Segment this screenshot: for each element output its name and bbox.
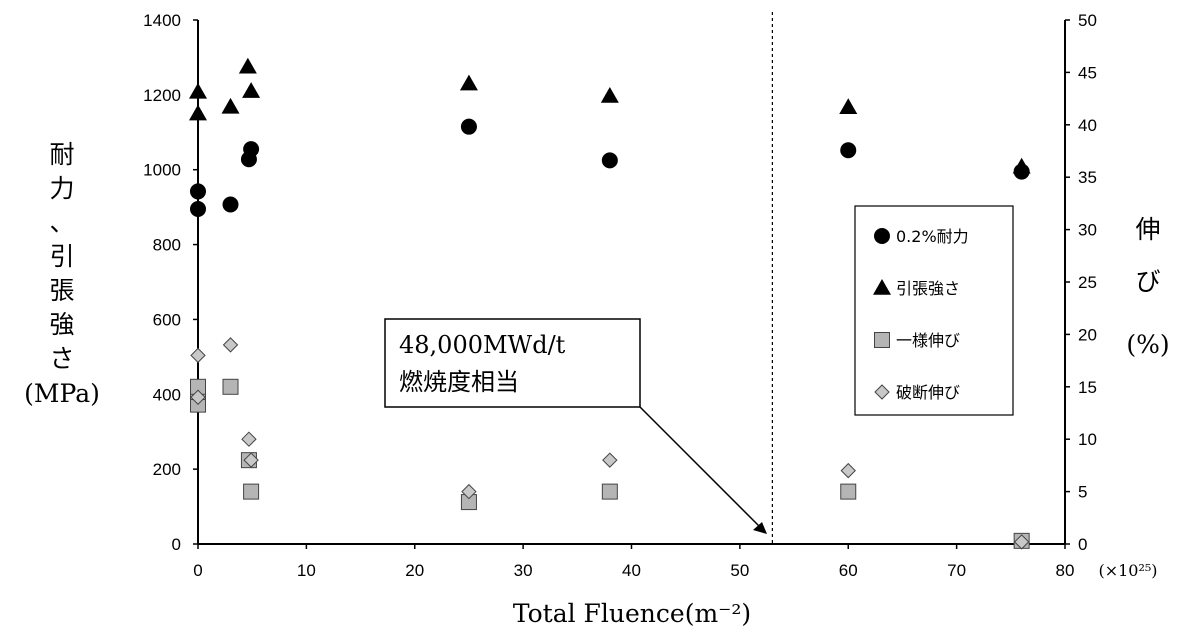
diamond-point — [602, 452, 618, 468]
diamond-point — [461, 483, 477, 500]
diamond-point — [1013, 534, 1030, 550]
right-y-axis-unit: (%) — [1126, 330, 1169, 359]
diamond-point — [222, 337, 239, 353]
square-point — [840, 483, 857, 500]
legend-label: 一様伸び — [896, 331, 960, 350]
triangle-point — [221, 97, 240, 114]
circle-point — [601, 152, 618, 169]
right-y-tick-label: 40 — [1078, 116, 1097, 135]
diamond-point — [190, 347, 206, 364]
left-y-tick-label: 800 — [153, 236, 181, 255]
right-y-title-char: び — [1135, 267, 1160, 296]
right-y-tick-label: 5 — [1078, 483, 1087, 502]
circle-point — [190, 183, 206, 200]
annotation: 48,000MWd/t 燃焼度相当 — [384, 318, 767, 534]
left-y-tick-label: 1400 — [143, 11, 181, 30]
x-tick-label: 60 — [839, 561, 858, 580]
right-y-axis-title: 伸び — [1135, 215, 1160, 296]
annotation-arrow-line — [639, 406, 764, 531]
right-y-tick-label: 15 — [1078, 378, 1097, 397]
legend-marker-diamond — [874, 384, 890, 400]
left-y-title-char: さ — [49, 344, 74, 373]
right-y-tick-label: 0 — [1078, 535, 1087, 554]
circle-point — [840, 142, 857, 159]
square-point — [243, 483, 260, 500]
x-axis-title: Total Fluence(m⁻²) — [513, 599, 751, 628]
right-y-tick-label: 50 — [1078, 11, 1097, 30]
diamond-point — [190, 389, 206, 405]
x-tick-label: 80 — [1056, 561, 1075, 580]
right-y-tick-label: 20 — [1078, 325, 1097, 344]
annotation-arrowhead — [753, 522, 767, 534]
legend-marker-triangle — [873, 279, 891, 295]
ticks-layer: 0 10 20 30 40 50 60 70 8002004006008001000120014… — [143, 11, 1097, 580]
left-y-title-char: 強 — [49, 310, 74, 339]
left-y-title-char: 張 — [49, 276, 74, 305]
annotation-box — [384, 318, 641, 408]
left-y-title-char: 、 — [49, 208, 74, 237]
triangle-point — [242, 82, 261, 98]
right-y-tick-label: 30 — [1078, 221, 1097, 240]
right-y-tick-label: 45 — [1078, 63, 1097, 82]
axis-labels-layer: Total Fluence(m⁻²) (×10²⁵) 耐力、引張強さ (MPa)… — [24, 140, 1169, 628]
triangle-point — [238, 57, 257, 74]
legend-label: 破断伸び — [896, 383, 960, 402]
left-y-tick-label: 400 — [153, 385, 181, 404]
square-point — [601, 483, 618, 500]
left-y-axis-title: 耐力、引張強さ — [49, 140, 74, 373]
diamond-point — [243, 452, 259, 468]
annotation-line1: 48,000MWd/t — [399, 331, 566, 359]
x-tick-label: 30 — [514, 561, 533, 580]
triangle-point — [1012, 157, 1031, 174]
left-y-tick-label: 600 — [153, 310, 181, 329]
triangle-point — [189, 82, 207, 99]
triangle-point — [189, 104, 207, 121]
right-y-tick-label: 10 — [1078, 430, 1097, 449]
annotation-line2: 燃焼度相当 — [399, 368, 519, 396]
right-y-tick-label: 25 — [1078, 273, 1097, 292]
legend-marker-circle — [874, 228, 890, 244]
square-point — [222, 378, 239, 395]
x-tick-label: 10 — [297, 561, 316, 580]
x-tick-label: 0 — [193, 561, 202, 580]
triangle-point — [839, 98, 858, 114]
x-tick-label: 50 — [730, 561, 749, 580]
circle-point — [222, 196, 239, 213]
x-axis-unit: (×10²⁵) — [1098, 561, 1157, 580]
diamond-point — [840, 462, 856, 479]
right-y-tick-label: 35 — [1078, 168, 1097, 187]
left-y-tick-label: 200 — [153, 460, 181, 479]
x-tick-label: 40 — [622, 561, 641, 580]
left-y-tick-label: 0 — [172, 535, 181, 554]
right-y-title-char: 伸 — [1135, 215, 1160, 244]
left-y-title-char: 耐 — [49, 140, 74, 169]
left-y-tick-label: 1200 — [143, 86, 181, 105]
legend-label: 0.2%耐力 — [896, 227, 969, 246]
data-marks-layer — [189, 57, 1031, 550]
legend-label: 引張強さ — [896, 279, 960, 298]
diamond-point — [241, 431, 257, 447]
x-tick-label: 70 — [947, 561, 966, 580]
legend-marker-square — [874, 332, 890, 348]
left-y-tick-label: 1000 — [143, 161, 181, 180]
circle-point — [190, 201, 206, 218]
triangle-point — [459, 74, 478, 91]
circle-point — [243, 141, 260, 158]
x-tick-label: 20 — [405, 561, 424, 580]
left-y-title-char: 引 — [49, 242, 74, 271]
left-y-axis-unit: (MPa) — [24, 379, 100, 408]
circle-point — [460, 118, 477, 135]
left-y-title-char: 力 — [49, 174, 74, 203]
triangle-point — [600, 86, 619, 103]
